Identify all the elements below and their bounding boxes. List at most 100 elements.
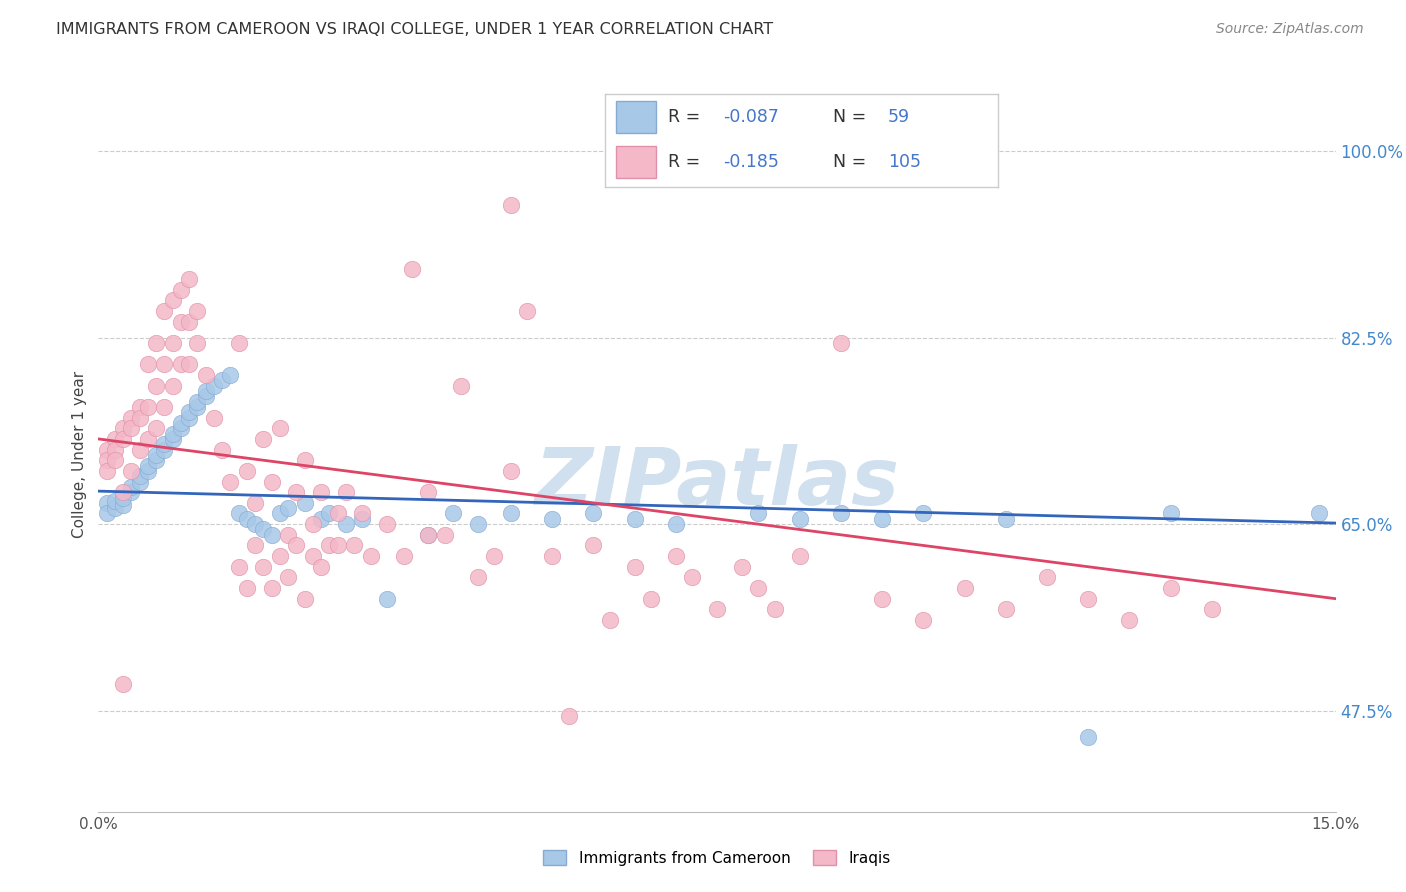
Point: [335, 485, 357, 500]
Text: -0.185: -0.185: [723, 153, 779, 171]
Point: [236, 581, 259, 595]
Point: [870, 591, 893, 606]
Point: [120, 480, 142, 494]
Point: [541, 512, 564, 526]
Point: [309, 485, 332, 500]
Point: [186, 400, 208, 414]
Point: [1160, 581, 1182, 595]
Point: [285, 538, 308, 552]
Point: [170, 358, 193, 372]
Point: [211, 373, 233, 387]
Point: [681, 570, 703, 584]
Point: [153, 437, 176, 451]
Point: [499, 197, 522, 211]
Point: [318, 538, 340, 552]
Point: [145, 448, 167, 462]
Text: 59: 59: [889, 108, 910, 126]
Point: [665, 549, 688, 563]
Point: [1077, 730, 1099, 744]
Point: [326, 538, 349, 552]
Point: [136, 458, 159, 473]
Point: [243, 496, 266, 510]
Point: [104, 501, 127, 516]
Point: [484, 549, 506, 563]
Point: [623, 512, 645, 526]
Point: [219, 475, 242, 489]
Point: [179, 358, 201, 372]
Point: [309, 512, 332, 526]
Point: [194, 384, 217, 398]
Bar: [616, 146, 655, 178]
Text: 105: 105: [889, 153, 921, 171]
Point: [243, 538, 266, 552]
Point: [375, 591, 398, 606]
Point: [326, 507, 349, 521]
Point: [112, 421, 135, 435]
Point: [236, 512, 259, 526]
Point: [128, 410, 150, 425]
Point: [499, 464, 522, 478]
Point: [136, 432, 159, 446]
Point: [418, 528, 440, 542]
Point: [375, 517, 398, 532]
Point: [731, 559, 754, 574]
Point: [153, 400, 176, 414]
Point: [96, 464, 118, 478]
Point: [789, 549, 811, 563]
Point: [162, 336, 184, 351]
Point: [186, 336, 208, 351]
Point: [170, 421, 193, 435]
Point: [1308, 507, 1330, 521]
Point: [179, 405, 201, 419]
Point: [277, 570, 299, 584]
Point: [128, 469, 150, 483]
Point: [128, 475, 150, 489]
Point: [186, 304, 208, 318]
Point: [830, 336, 852, 351]
Point: [162, 293, 184, 308]
Point: [162, 426, 184, 441]
Point: [441, 507, 464, 521]
Point: [252, 559, 274, 574]
Point: [277, 501, 299, 516]
Point: [309, 559, 332, 574]
Point: [96, 507, 118, 521]
Point: [104, 453, 127, 467]
Point: [136, 400, 159, 414]
Point: [302, 549, 325, 563]
Point: [194, 389, 217, 403]
Point: [582, 507, 605, 521]
Point: [450, 378, 472, 392]
Bar: [616, 101, 655, 133]
Point: [623, 559, 645, 574]
Y-axis label: College, Under 1 year: College, Under 1 year: [72, 371, 87, 539]
Point: [219, 368, 242, 382]
Point: [994, 512, 1017, 526]
Point: [557, 709, 579, 723]
Point: [516, 304, 538, 318]
Point: [912, 613, 935, 627]
Point: [1160, 507, 1182, 521]
Point: [260, 475, 283, 489]
Point: [162, 432, 184, 446]
Point: [499, 507, 522, 521]
Point: [228, 507, 250, 521]
Point: [202, 378, 225, 392]
Point: [145, 378, 167, 392]
Text: R =: R =: [668, 153, 706, 171]
Point: [136, 358, 159, 372]
Point: [302, 517, 325, 532]
Text: N =: N =: [832, 153, 872, 171]
Point: [243, 517, 266, 532]
Legend: Immigrants from Cameroon, Iraqis: Immigrants from Cameroon, Iraqis: [537, 844, 897, 871]
Point: [186, 394, 208, 409]
Point: [112, 485, 135, 500]
Point: [260, 581, 283, 595]
Point: [352, 507, 374, 521]
Text: R =: R =: [668, 108, 706, 126]
Point: [112, 491, 135, 505]
Point: [870, 512, 893, 526]
Point: [541, 549, 564, 563]
Point: [112, 677, 135, 691]
Point: [153, 442, 176, 457]
